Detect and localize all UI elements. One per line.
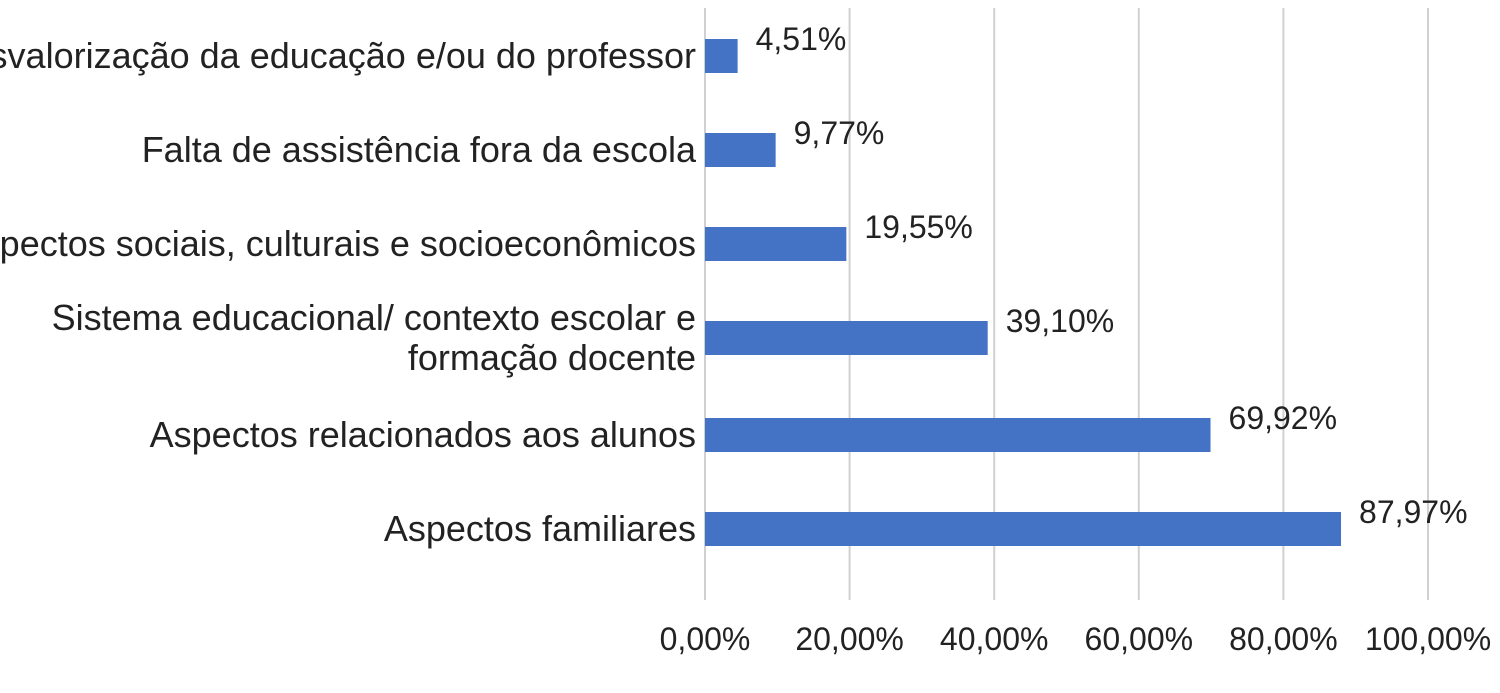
bar-4 bbox=[705, 418, 1211, 452]
value-label-0: 4,51% bbox=[756, 21, 847, 57]
bar-1 bbox=[705, 133, 776, 167]
value-label-1: 9,77% bbox=[794, 115, 885, 151]
value-label-5: 87,97% bbox=[1359, 494, 1468, 530]
x-tick-label-1: 20,00% bbox=[795, 621, 904, 657]
x-tick-label-4: 80,00% bbox=[1229, 621, 1338, 657]
category-label-5: Aspectos familiares bbox=[384, 508, 696, 549]
category-label-1: Falta de assistência fora da escola bbox=[142, 129, 697, 170]
x-tick-label-2: 40,00% bbox=[940, 621, 1049, 657]
value-label-3: 39,10% bbox=[1006, 303, 1115, 339]
x-tick-label-5: 100,00% bbox=[1365, 621, 1491, 657]
category-labels: Desvalorização da educação e/ou do profe… bbox=[0, 35, 697, 549]
x-tick-label-3: 60,00% bbox=[1085, 621, 1194, 657]
bar-5 bbox=[705, 512, 1342, 546]
value-label-2: 19,55% bbox=[864, 209, 973, 245]
category-label-0: Desvalorização da educação e/ou do profe… bbox=[0, 35, 696, 76]
x-axis-ticks: 0,00% 20,00% 40,00% 60,00% 80,00% 100,00% bbox=[660, 621, 1492, 657]
category-label-4: Aspectos relacionados aos alunos bbox=[150, 414, 696, 455]
bar-3 bbox=[705, 321, 988, 355]
category-label-3-line-1: formação docente bbox=[408, 337, 696, 378]
x-tick-label-0: 0,00% bbox=[660, 621, 751, 657]
category-label-2: Aspectos sociais, culturais e socioeconô… bbox=[0, 223, 696, 264]
value-labels: 4,51% 9,77% 19,55% 39,10% 69,92% 87,97% bbox=[756, 21, 1468, 530]
value-label-4: 69,92% bbox=[1229, 400, 1338, 436]
category-label-3-line-0: Sistema educacional/ contexto escolar e bbox=[52, 297, 696, 338]
bar-0 bbox=[705, 39, 738, 73]
gridlines bbox=[704, 8, 1429, 600]
bar-2 bbox=[705, 227, 847, 261]
bars bbox=[705, 39, 1342, 546]
